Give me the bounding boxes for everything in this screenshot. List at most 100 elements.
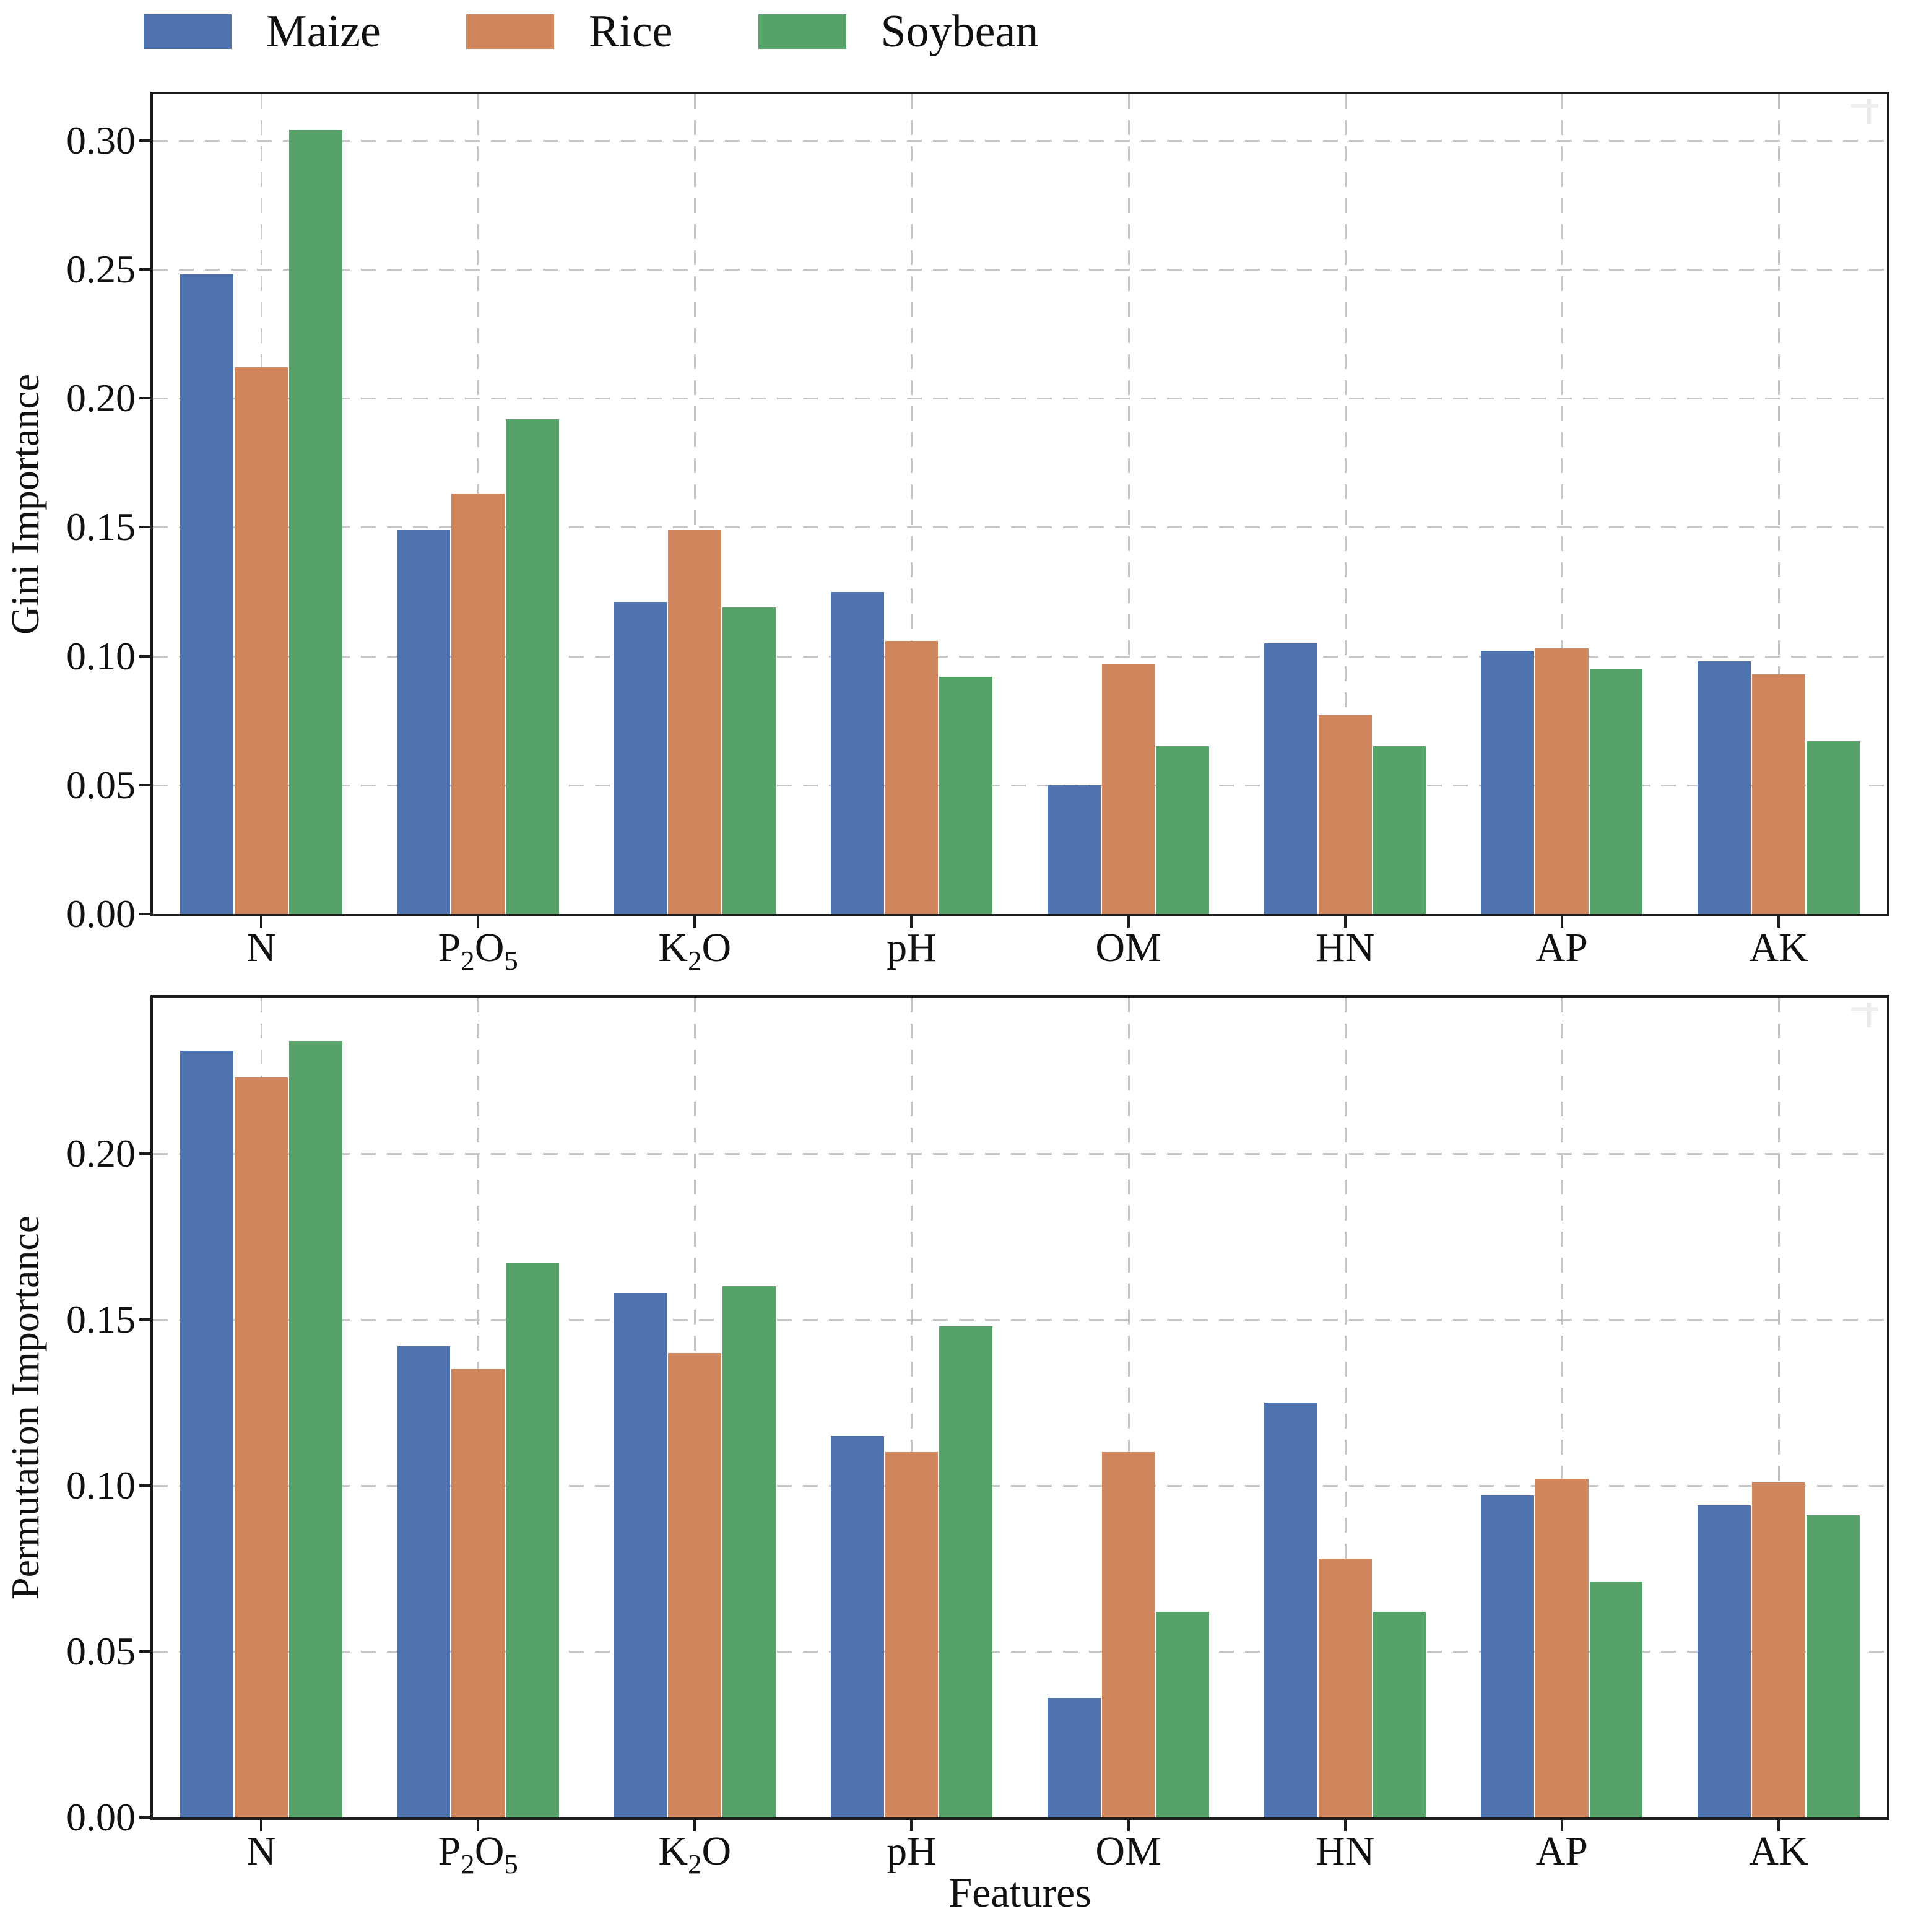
- bar-rice-ph: [885, 1452, 939, 1817]
- bar-rice-p2o5: [451, 494, 505, 914]
- legend-label-soybean: Soybean: [880, 6, 1039, 57]
- bar-maize-ap: [1481, 651, 1534, 914]
- bar-soybean-ph: [939, 1326, 993, 1817]
- vertical-gridline: [1344, 94, 1347, 914]
- permutation-chart-plot-area: 0.00 0.05 0.10 0.15 0.20 N P2O5 K2O pH OM HN AP AK: [66, 995, 1889, 1878]
- legend-item-rice: Rice: [466, 9, 673, 54]
- bar-rice-hn: [1318, 715, 1372, 914]
- x-tick-label-ap: AP: [1535, 1829, 1589, 1874]
- x-tick-mark: [1560, 916, 1563, 928]
- x-axis-label: Features: [948, 1869, 1091, 1916]
- bar-soybean-k2o: [722, 607, 776, 914]
- vertical-gridline: [1561, 94, 1563, 914]
- bar-maize-n: [180, 274, 234, 914]
- x-tick-label-ak: AK: [1749, 925, 1808, 970]
- x-tick-mark: [910, 916, 913, 928]
- x-tick-mark: [1560, 1820, 1563, 1831]
- vertical-gridline: [1127, 998, 1130, 1817]
- y-tick-mark: [139, 1318, 150, 1321]
- bar-soybean-ak: [1806, 1515, 1860, 1817]
- horizontal-gridline: [153, 269, 1887, 271]
- permutation-y-axis-label: Permutation Importance: [3, 1215, 47, 1600]
- bar-soybean-k2o: [722, 1286, 776, 1817]
- legend-label-rice: Rice: [588, 6, 673, 57]
- horizontal-gridline: [153, 784, 1887, 786]
- corner-artifact: [1851, 99, 1878, 124]
- bar-maize-om: [1047, 785, 1101, 914]
- x-tick-label-ak: AK: [1749, 1829, 1808, 1874]
- vertical-gridline: [1777, 94, 1780, 914]
- y-tick-mark: [139, 913, 150, 915]
- x-tick-mark: [260, 1820, 263, 1831]
- y-tick-label: 0.00: [66, 892, 136, 936]
- y-tick-label: 0.15: [66, 505, 136, 549]
- bar-soybean-n: [288, 130, 342, 914]
- maize-legend-swatch: [144, 14, 232, 49]
- bar-rice-ak: [1752, 1482, 1805, 1817]
- y-tick-mark: [139, 526, 150, 529]
- bar-maize-k2o: [614, 602, 667, 914]
- x-tick-label-p2o5: P2O5: [438, 925, 518, 977]
- legend-label-maize: Maize: [266, 6, 381, 57]
- y-tick-label: 0.15: [66, 1297, 136, 1341]
- bar-rice-om: [1101, 1452, 1155, 1817]
- bar-maize-ap: [1481, 1495, 1534, 1817]
- bar-soybean-n: [288, 1040, 342, 1817]
- bar-soybean-om: [1156, 1611, 1210, 1817]
- y-tick-label: 0.05: [66, 1629, 136, 1673]
- bar-rice-k2o: [668, 1352, 722, 1817]
- horizontal-gridline: [153, 526, 1887, 529]
- bar-maize-ph: [830, 591, 884, 914]
- x-tick-label-n: N: [246, 1829, 276, 1874]
- bar-rice-ph: [885, 640, 939, 914]
- bar-rice-ak: [1752, 674, 1805, 914]
- horizontal-gridline: [153, 398, 1887, 400]
- bar-rice-n: [235, 1077, 288, 1817]
- y-tick-mark: [139, 1484, 150, 1487]
- y-tick-label: 0.05: [66, 762, 136, 807]
- vertical-gridline: [1561, 998, 1563, 1817]
- bar-maize-k2o: [614, 1293, 667, 1817]
- bar-soybean-p2o5: [506, 1263, 559, 1817]
- x-tick-mark: [910, 1820, 913, 1831]
- x-tick-mark: [1343, 916, 1347, 928]
- y-tick-label: 0.25: [66, 247, 136, 292]
- vertical-gridline: [1127, 94, 1130, 914]
- gini-y-axis-label: Gini Importance: [3, 373, 47, 635]
- horizontal-gridline: [153, 655, 1887, 658]
- bar-soybean-om: [1156, 746, 1210, 914]
- bar-maize-om: [1047, 1698, 1101, 1817]
- x-tick-label-ph: pH: [887, 1829, 937, 1874]
- bar-maize-ak: [1698, 1505, 1751, 1817]
- x-tick-mark: [1343, 1820, 1347, 1831]
- x-tick-mark: [1127, 916, 1130, 928]
- y-tick-mark: [139, 1816, 150, 1819]
- corner-artifact: [1851, 1003, 1878, 1027]
- rice-legend-swatch: [466, 14, 554, 49]
- bar-rice-n: [235, 367, 288, 914]
- vertical-gridline: [1777, 998, 1780, 1817]
- bar-maize-hn: [1264, 1402, 1317, 1817]
- y-tick-mark: [139, 139, 150, 142]
- x-tick-mark: [477, 1820, 480, 1831]
- y-tick-label: 0.10: [66, 633, 136, 678]
- bar-soybean-p2o5: [506, 419, 559, 914]
- x-tick-mark: [260, 916, 263, 928]
- x-tick-label-ap: AP: [1535, 925, 1589, 970]
- x-tick-mark: [477, 916, 480, 928]
- y-tick-mark: [139, 1152, 150, 1155]
- soybean-legend-swatch: [758, 14, 846, 49]
- bar-maize-ph: [830, 1435, 884, 1817]
- x-tick-label-n: N: [246, 925, 276, 970]
- legend: Maize Rice Soybean: [144, 9, 1124, 54]
- y-tick-mark: [139, 655, 150, 658]
- bar-rice-om: [1101, 664, 1155, 914]
- bar-rice-hn: [1318, 1558, 1372, 1817]
- horizontal-gridline: [153, 1318, 1887, 1321]
- y-tick-mark: [139, 397, 150, 400]
- legend-item-maize: Maize: [144, 9, 381, 54]
- x-tick-mark: [693, 916, 696, 928]
- vertical-gridline: [911, 94, 913, 914]
- bar-rice-ap: [1535, 648, 1589, 914]
